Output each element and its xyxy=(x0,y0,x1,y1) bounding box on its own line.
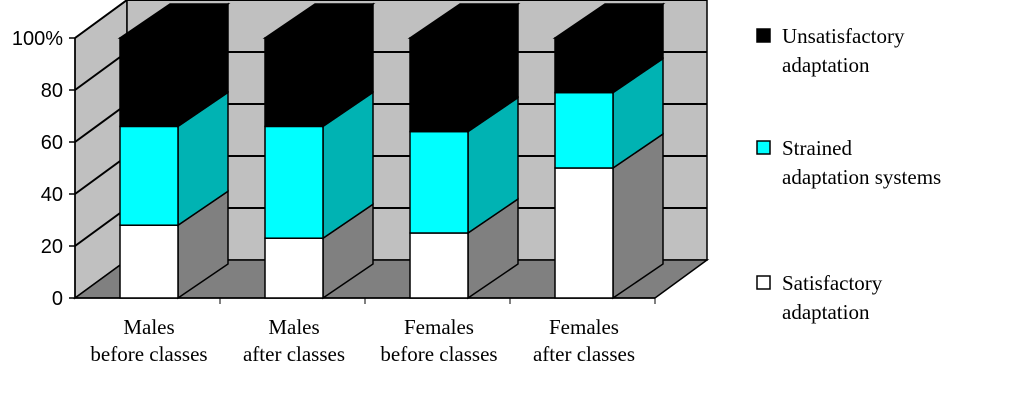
gridline xyxy=(74,0,707,39)
legend-swatch xyxy=(756,28,771,43)
bar-top xyxy=(407,3,521,39)
x-category-label: Males xyxy=(268,315,319,339)
bar-segment xyxy=(119,37,179,128)
bar-segment xyxy=(264,125,324,239)
legend-label: Satisfactory xyxy=(782,271,883,295)
x-category-label: Males xyxy=(123,315,174,339)
legend-label: adaptation xyxy=(782,53,870,77)
bar-top xyxy=(552,3,666,39)
y-tick-label: 40 xyxy=(41,184,63,206)
y-tick-label: 60 xyxy=(41,132,63,154)
y-tick-label: 80 xyxy=(41,80,63,102)
bar-segment xyxy=(409,130,469,234)
legend-label: Strained xyxy=(782,136,852,160)
bar-top xyxy=(262,3,376,39)
bar-segment xyxy=(119,224,179,299)
legend-label: Unsatisfactory xyxy=(782,24,905,48)
y-tick-label: 20 xyxy=(41,236,63,258)
x-category-label: before classes xyxy=(380,342,497,366)
x-category-label: before classes xyxy=(90,342,207,366)
bar-segment xyxy=(554,37,614,94)
x-category-label: after classes xyxy=(533,342,635,366)
legend-label: adaptation xyxy=(782,300,870,324)
legend-swatch xyxy=(756,275,771,290)
y-tick-label: 0 xyxy=(52,288,63,310)
y-tick-label: 100% xyxy=(12,28,63,50)
bar-segment xyxy=(554,91,614,169)
x-category-label: after classes xyxy=(243,342,345,366)
legend-swatch xyxy=(756,140,771,155)
bar-segment xyxy=(409,37,469,133)
x-category-label: Females xyxy=(549,315,619,339)
bar-top xyxy=(117,3,231,39)
bar-segment xyxy=(119,125,179,226)
left-wall xyxy=(74,0,128,300)
bar-segment xyxy=(264,237,324,299)
x-category-label: Females xyxy=(404,315,474,339)
bar-segment xyxy=(409,232,469,299)
bar-segment xyxy=(554,167,614,299)
legend-label: adaptation systems xyxy=(782,165,941,189)
bar-segment xyxy=(264,37,324,128)
